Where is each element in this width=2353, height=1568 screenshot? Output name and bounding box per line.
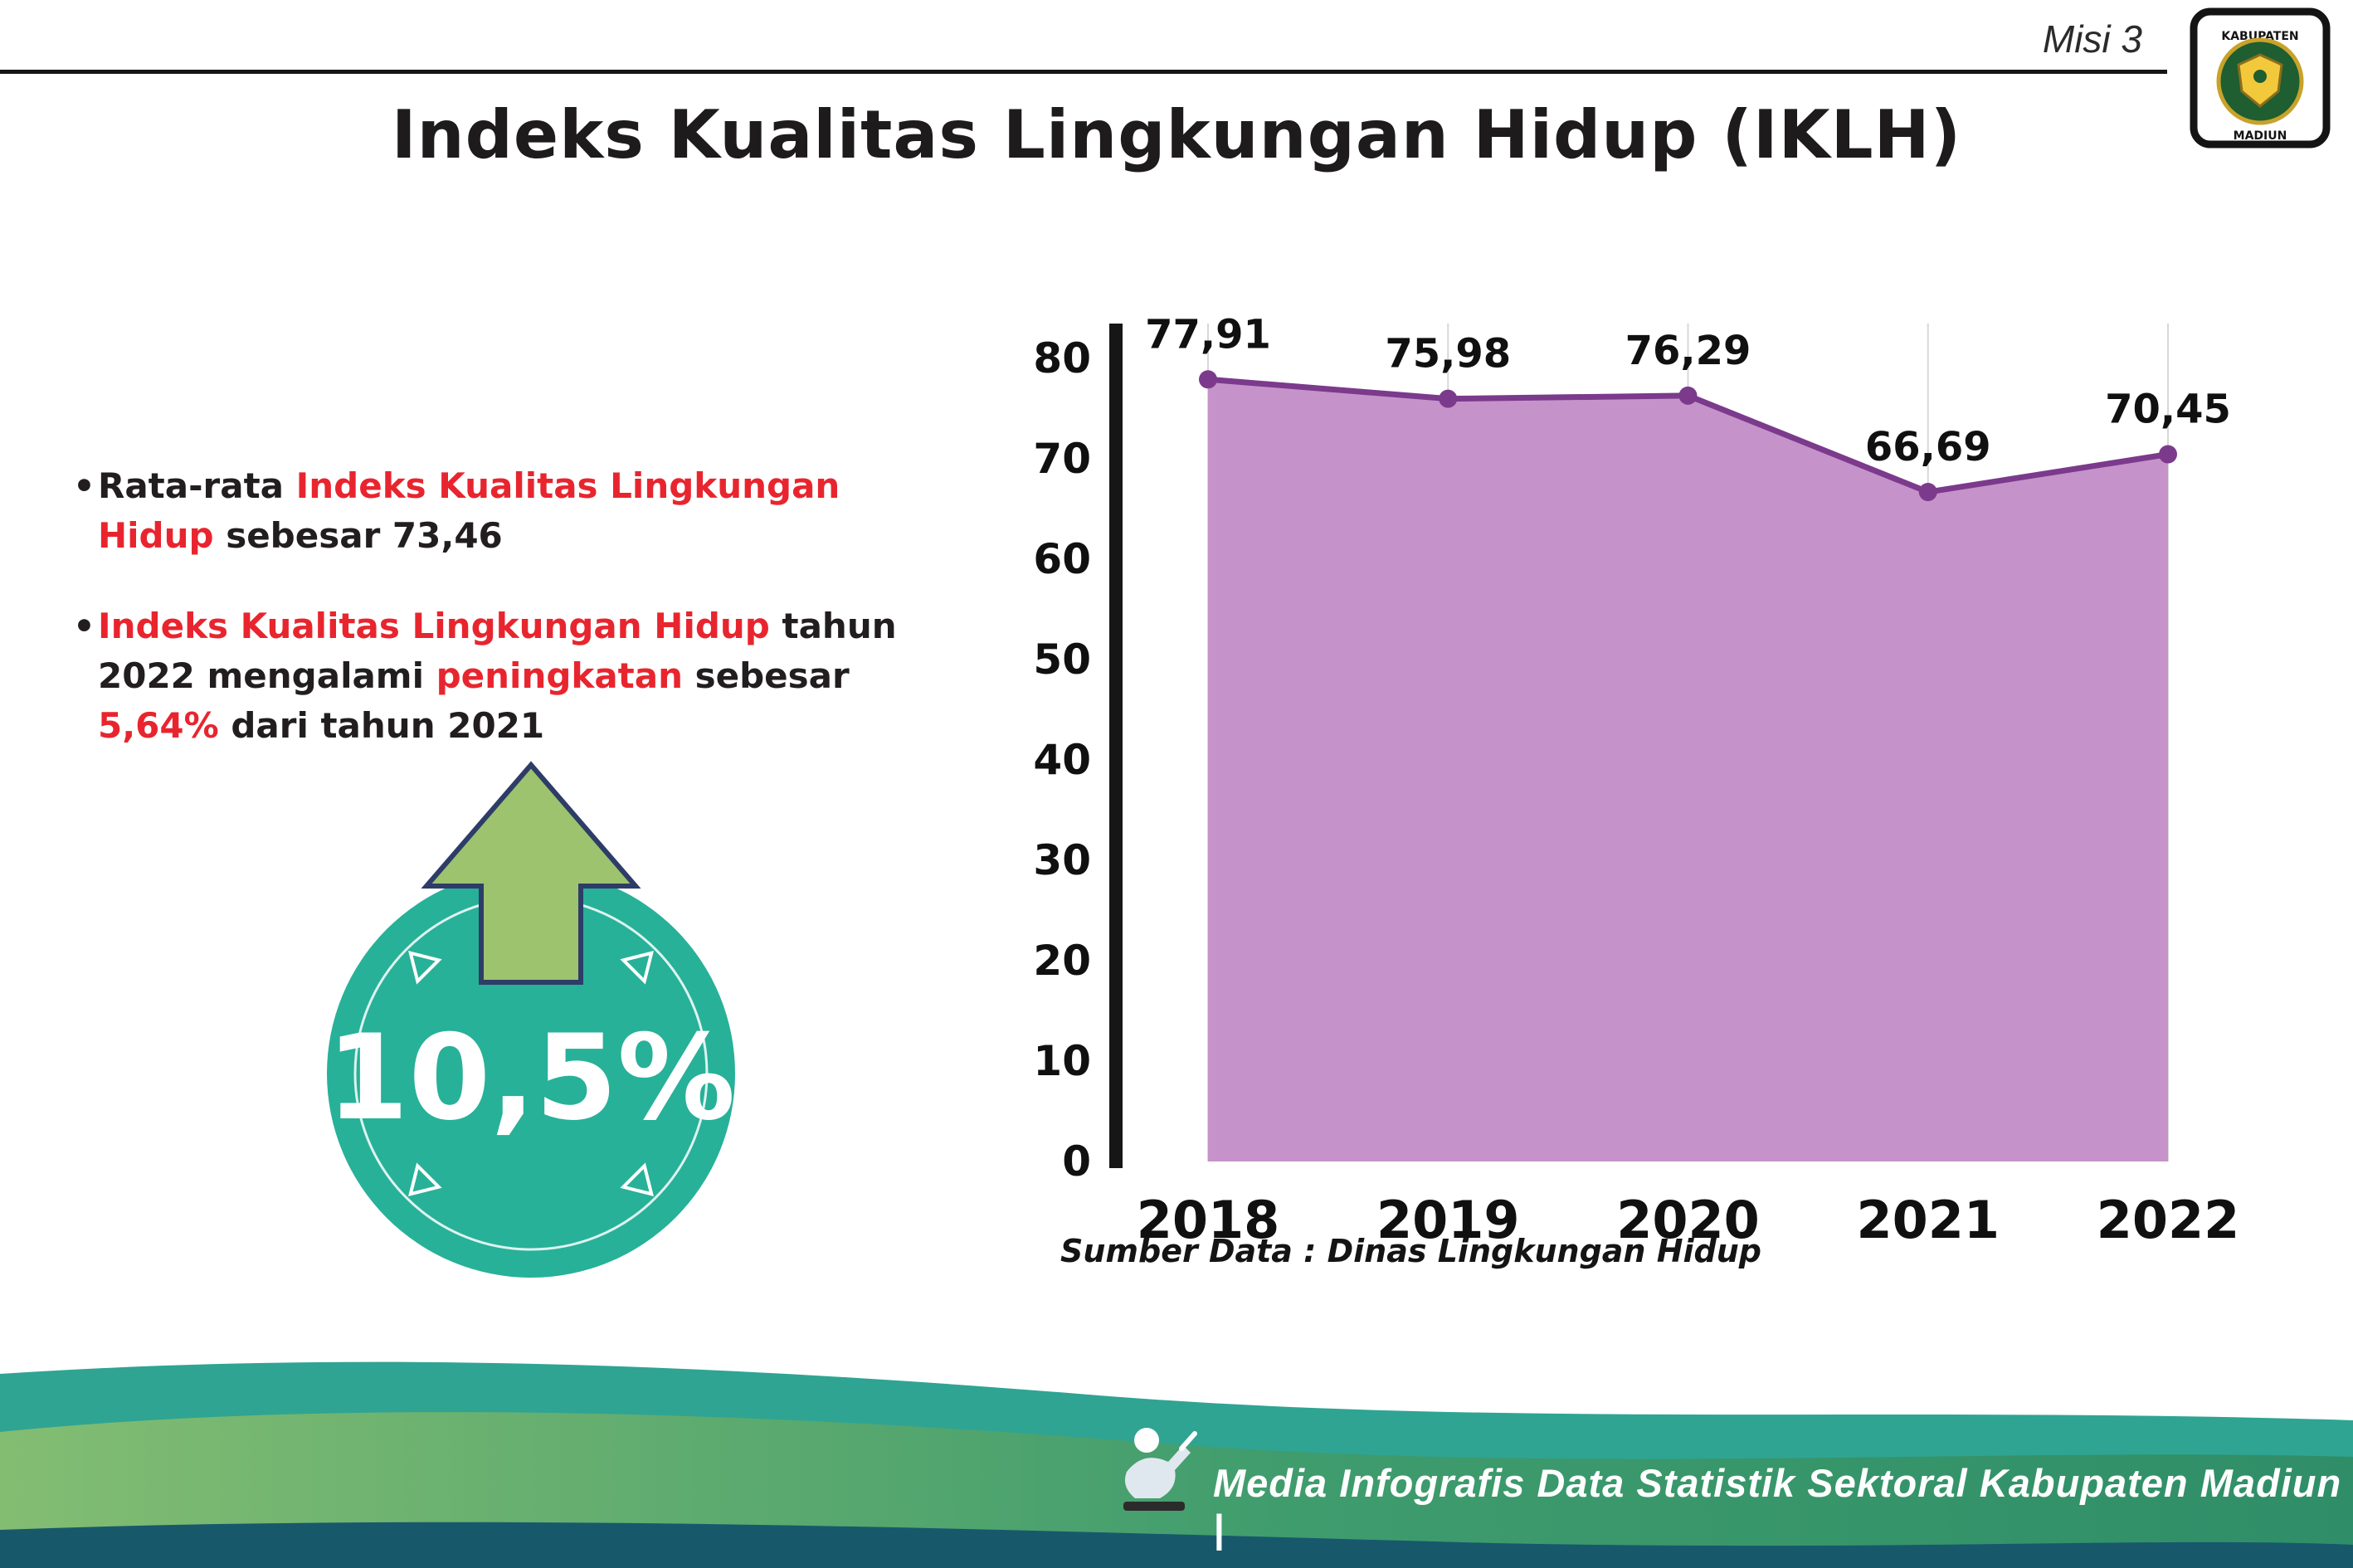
value-label: 77,91 bbox=[1145, 311, 1271, 358]
badge-corner-ticks bbox=[408, 951, 654, 1196]
kabupaten-madiun-logo: KABUPATEN MADIUN bbox=[2189, 7, 2331, 149]
value-label: 76,29 bbox=[1625, 328, 1751, 374]
y-tick-label: 40 bbox=[1033, 736, 1091, 784]
logo-top-text: KABUPATEN bbox=[2221, 30, 2298, 43]
y-tick-label: 60 bbox=[1033, 535, 1091, 583]
bullet-list: Rata-rata Indeks Kualitas Lingkungan Hid… bbox=[73, 461, 936, 791]
footer-caption: Media Infografis Data Statistik Sektoral… bbox=[1213, 1461, 2342, 1551]
bullet-text-segment: tahun 2022 mengalami bbox=[98, 606, 897, 696]
increase-badge: 10,5% bbox=[327, 761, 736, 1278]
footer-wave bbox=[0, 1361, 2353, 1568]
y-tick-label: 80 bbox=[1033, 334, 1091, 382]
bullet-text-segment: Indeks Kualitas Lingkungan Hidup bbox=[98, 606, 770, 647]
bullet-text-segment: Rata-rata bbox=[98, 465, 296, 506]
top-divider bbox=[0, 70, 2167, 74]
bullet-text-segment: 5,64% bbox=[98, 704, 219, 746]
bullet-text-segment: Indeks Kualitas Lingkungan Hidup bbox=[98, 465, 840, 556]
bullet-item: Rata-rata Indeks Kualitas Lingkungan Hid… bbox=[73, 461, 936, 560]
data-point bbox=[1678, 386, 1698, 405]
logo-bottom-text: MADIUN bbox=[2234, 129, 2287, 143]
iklh-area-chart: 77,91 2018 75,98 2019 76,29 2020 66,69 2021 70,4… bbox=[1033, 311, 2240, 1250]
area-fill bbox=[1208, 379, 2168, 1161]
misi-label: Misi 3 bbox=[2042, 17, 2142, 61]
year-label: 2018 bbox=[1137, 1190, 1280, 1250]
y-tick-label: 10 bbox=[1033, 1037, 1091, 1085]
bullet-text-segment: peningkatan bbox=[436, 655, 683, 696]
y-tick-label: 20 bbox=[1033, 937, 1091, 985]
data-point bbox=[1439, 389, 1458, 408]
value-label: 75,98 bbox=[1385, 331, 1511, 377]
arrow-up-icon bbox=[421, 761, 641, 985]
bullet-text-segment: dari tahun 2021 bbox=[218, 704, 545, 746]
wave-dark bbox=[0, 1522, 2353, 1568]
y-tick-label: 50 bbox=[1033, 635, 1091, 684]
source-note: Sumber Data : Dinas Lingkungan Hidup bbox=[1060, 1233, 1761, 1269]
y-tick-label: 70 bbox=[1033, 435, 1091, 483]
year-label: 2022 bbox=[2097, 1190, 2240, 1250]
year-label: 2020 bbox=[1616, 1190, 1760, 1250]
bullet-item: Indeks Kualitas Lingkungan Hidup tahun 2… bbox=[73, 601, 936, 750]
y-tick-label: 0 bbox=[1062, 1137, 1091, 1186]
data-point bbox=[2159, 445, 2177, 464]
data-point bbox=[1918, 483, 1937, 502]
logo-crest-icon: KABUPATEN MADIUN bbox=[2190, 7, 2331, 149]
writer-icon bbox=[1110, 1420, 1203, 1525]
bullet-text-segment: sebesar bbox=[683, 655, 850, 696]
page-title: Indeks Kualitas Lingkungan Hidup (IKLH) bbox=[391, 96, 1962, 173]
value-label: 70,45 bbox=[2105, 387, 2231, 433]
y-tick-label: 30 bbox=[1033, 836, 1091, 884]
year-label: 2021 bbox=[1856, 1190, 2000, 1250]
data-point bbox=[1199, 370, 1217, 389]
value-label: 66,69 bbox=[1865, 424, 1991, 470]
badge-value: 10,5% bbox=[327, 1010, 736, 1147]
bullet-text-segment: sebesar 73,46 bbox=[213, 514, 503, 556]
year-label: 2019 bbox=[1376, 1190, 1520, 1250]
